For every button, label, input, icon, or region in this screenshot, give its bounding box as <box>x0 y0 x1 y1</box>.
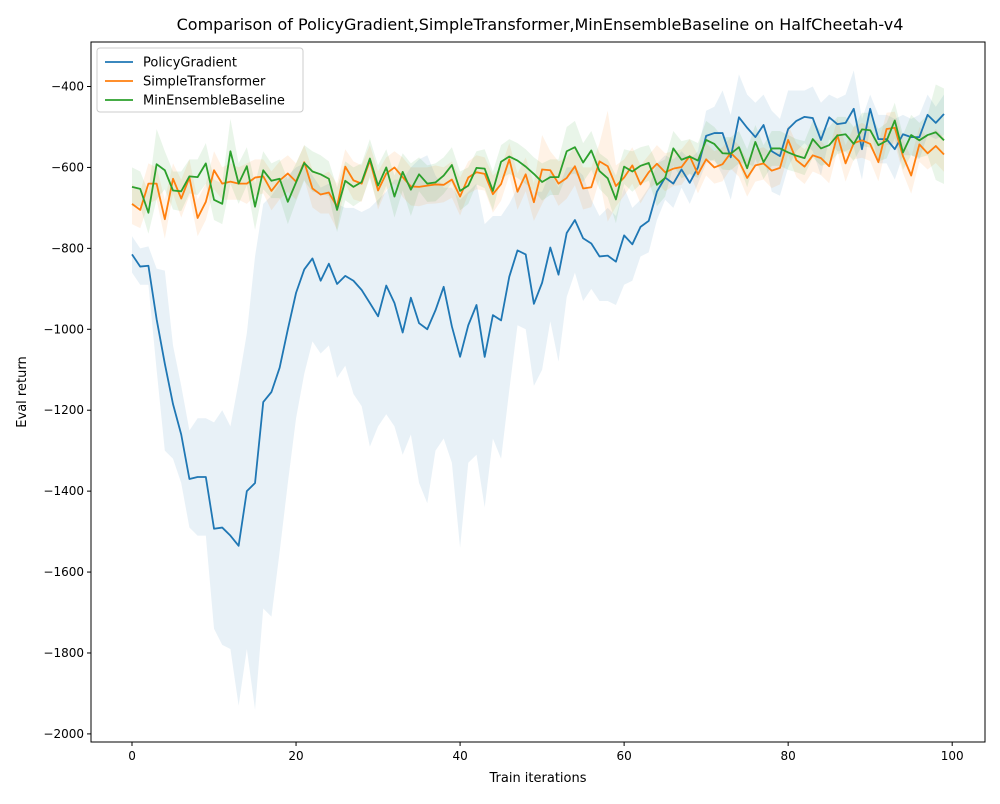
plot-frame <box>90 41 986 743</box>
legend-label-0: PolicyGradient <box>143 56 237 71</box>
band-series-0 <box>132 70 944 710</box>
y-axis-ticks: −2000 −1800 −1600 −1400 −1200 −1000 −800 −600 −4… <box>43 80 91 741</box>
x-tick-label: 80 <box>781 749 796 763</box>
chart-title: Comparison of PolicyGradient,SimpleTrans… <box>177 15 904 34</box>
band-series-1 <box>132 110 944 239</box>
confidence-bands <box>132 70 944 710</box>
x-axis-ticks: 0 20 40 60 80 100 <box>128 742 964 763</box>
x-tick-label: 100 <box>941 749 964 763</box>
y-tick-label: −1800 <box>43 646 84 660</box>
legend-label-1: SimpleTransformer <box>143 75 266 90</box>
y-tick-label: −1600 <box>43 565 84 579</box>
y-tick-label: −1400 <box>43 484 84 498</box>
x-tick-label: 0 <box>128 749 136 763</box>
band-series-2 <box>132 84 944 234</box>
legend-label-2: MinEnsembleBaseline <box>143 94 285 109</box>
line-series-2 <box>131 119 945 214</box>
line-series-0 <box>131 107 945 547</box>
x-tick-label: 60 <box>616 749 631 763</box>
y-tick-label: −800 <box>51 241 84 255</box>
series-lines <box>131 107 945 547</box>
y-tick-label: −2000 <box>43 727 84 741</box>
y-tick-label: −1200 <box>43 403 84 417</box>
x-axis-label: Train iterations <box>488 771 586 786</box>
y-tick-label: −400 <box>51 80 84 94</box>
legend: PolicyGradient SimpleTransformer MinEnsemb… <box>96 47 304 113</box>
y-axis-label: Eval return <box>15 356 30 427</box>
x-tick-label: 20 <box>288 749 303 763</box>
x-tick-label: 40 <box>452 749 467 763</box>
legend-box <box>96 47 304 113</box>
y-tick-label: −1000 <box>43 322 84 336</box>
y-tick-label: −600 <box>51 160 84 174</box>
line-series-1 <box>131 126 945 221</box>
